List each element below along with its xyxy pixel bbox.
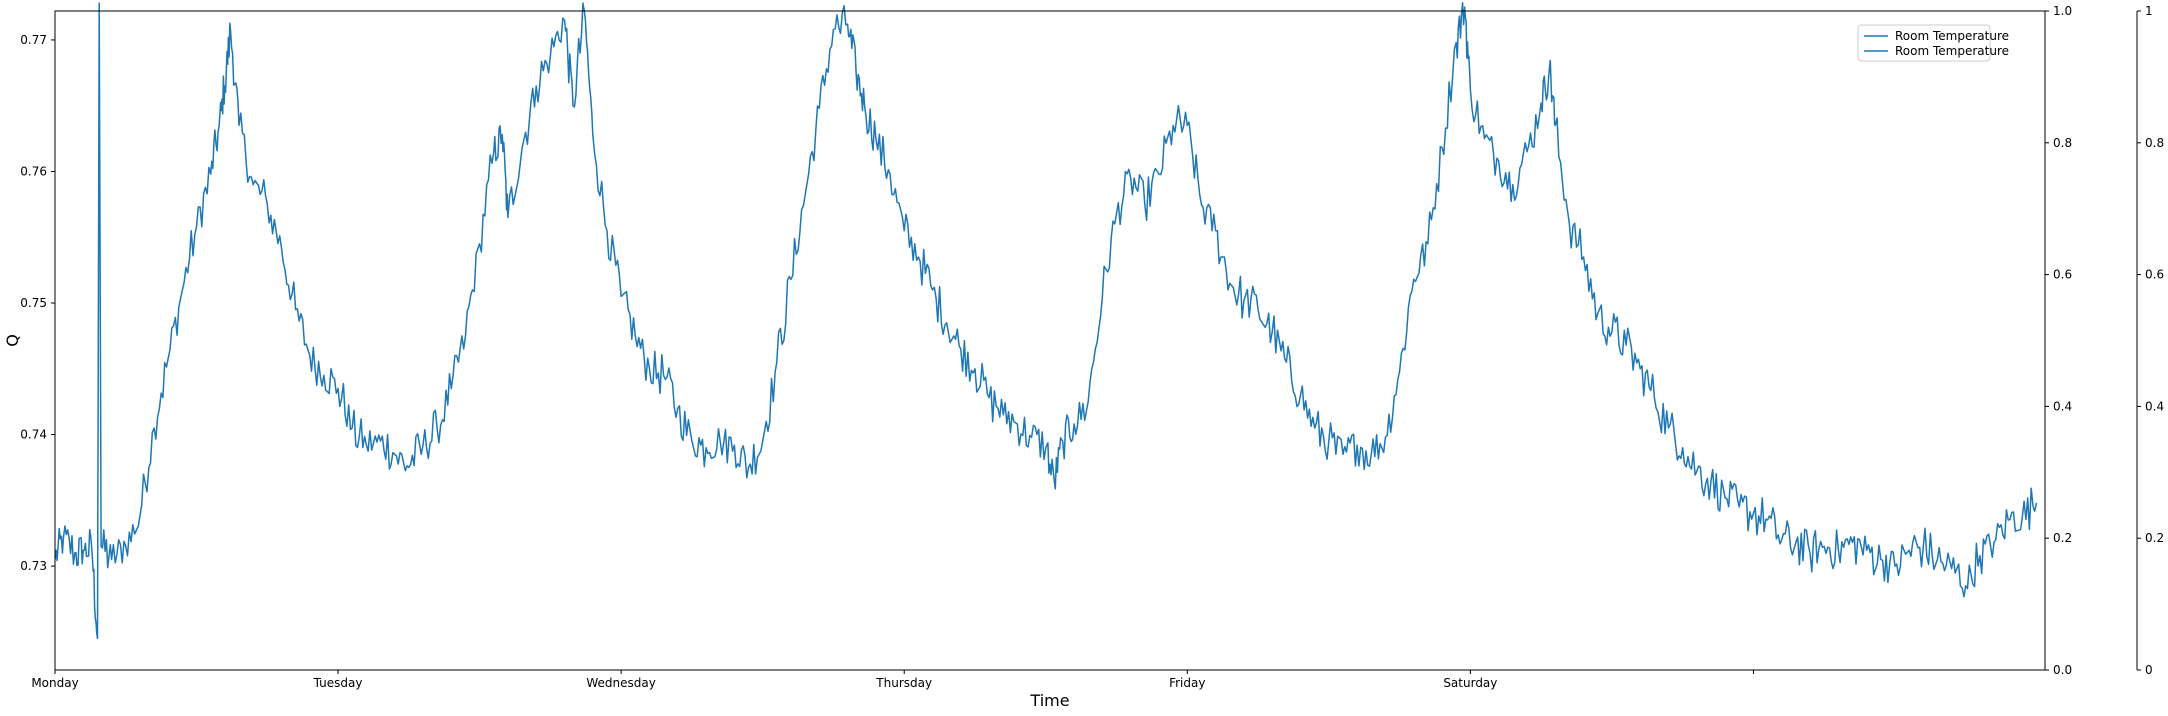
tertiary-y-tick-label: 0.6: [2145, 268, 2164, 282]
legend-entry: Room Temperature: [1895, 44, 2009, 58]
secondary-y-tick-label: 0.6: [2053, 268, 2072, 282]
y-axis-title: Q: [3, 334, 22, 347]
tertiary-y-tick-label: 0.2: [2145, 531, 2164, 545]
x-tick-label: Friday: [1169, 676, 1205, 690]
x-tick-label: Tuesday: [313, 676, 363, 690]
secondary-y-tick-label: 0.4: [2053, 399, 2072, 413]
x-tick-label: Saturday: [1443, 676, 1497, 690]
y-tick-label: 0.74: [20, 428, 47, 442]
plot-frame: [54, 10, 2046, 671]
axes: 0.73 0.74 0.75 0.76 0.77 0.0 0.2 0.4 0.6 0.8 1.0 0 0…: [3, 4, 2164, 710]
plot-area: [54, 2, 2038, 640]
y-tick-label: 0.76: [20, 164, 47, 178]
y-tick-label: 0.73: [20, 559, 47, 573]
secondary-y-tick-label: 1.0: [2053, 4, 2072, 18]
x-axis-title: Time: [1029, 691, 1069, 710]
x-tick-label: Monday: [31, 676, 78, 690]
secondary-y-tick-label: 0.0: [2053, 663, 2072, 677]
y-tick-label: 0.77: [20, 33, 47, 47]
tertiary-y-tick-label: 0.4: [2145, 399, 2164, 413]
x-tick-label: Thursday: [875, 676, 932, 690]
x-tick-label: Wednesday: [586, 676, 655, 690]
secondary-y-tick-label: 0.8: [2053, 136, 2072, 150]
secondary-y-tick-label: 0.2: [2053, 531, 2072, 545]
legend-entry: Room Temperature: [1895, 29, 2009, 43]
tertiary-y-tick-label: 0: [2145, 663, 2153, 677]
y-tick-label: 0.75: [20, 296, 47, 310]
tertiary-y-tick-label: 1: [2145, 4, 2153, 18]
legend-box: [1857, 24, 1991, 62]
tertiary-y-tick-label: 0.8: [2145, 136, 2164, 150]
series-line-0: [54, 2, 2038, 640]
